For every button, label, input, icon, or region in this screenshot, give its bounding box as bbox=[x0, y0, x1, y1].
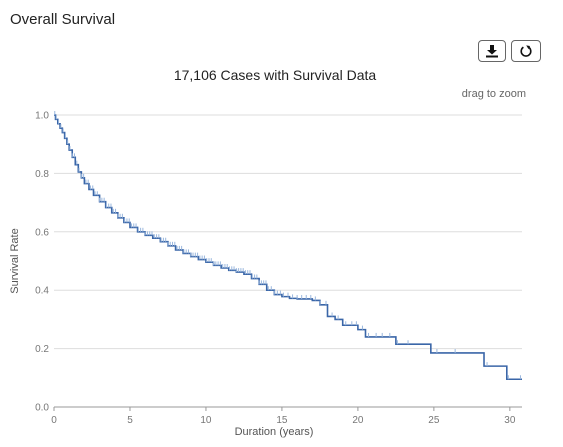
survival-step-line bbox=[54, 114, 522, 381]
y-axis-title: Survival Rate bbox=[9, 228, 21, 293]
chart-title: 17,106 Cases with Survival Data bbox=[173, 67, 377, 83]
y-tick-label: 0.8 bbox=[35, 169, 49, 180]
reset-zoom-button[interactable] bbox=[511, 40, 541, 62]
x-axis: 0 5 10 15 20 25 30 bbox=[51, 407, 516, 426]
x-tick-label: 10 bbox=[200, 415, 212, 426]
download-button[interactable] bbox=[478, 40, 506, 62]
y-tick-label: 0.0 bbox=[35, 403, 49, 414]
x-axis-title: Duration (years) bbox=[235, 426, 314, 438]
y-tick-label: 1.0 bbox=[35, 111, 49, 122]
x-tick-label: 15 bbox=[276, 415, 288, 426]
x-tick-label: 25 bbox=[428, 415, 440, 426]
grid-lines bbox=[54, 114, 522, 408]
panel-title: Overall Survival bbox=[10, 11, 116, 28]
y-tick-label: 0.2 bbox=[35, 344, 49, 355]
zoom-hint: drag to zoom bbox=[461, 88, 526, 100]
y-tick-label: 0.6 bbox=[35, 227, 49, 238]
y-tick-label: 0.4 bbox=[35, 286, 49, 297]
x-tick-label: 30 bbox=[504, 415, 516, 426]
y-axis: 0.0 0.2 0.4 0.6 0.8 1.0 bbox=[35, 111, 49, 414]
x-tick-label: 5 bbox=[127, 415, 133, 426]
reset-icon bbox=[520, 45, 532, 57]
x-tick-label: 0 bbox=[51, 415, 57, 426]
x-tick-label: 20 bbox=[352, 415, 364, 426]
download-icon bbox=[486, 45, 498, 58]
survival-curve bbox=[54, 111, 522, 381]
